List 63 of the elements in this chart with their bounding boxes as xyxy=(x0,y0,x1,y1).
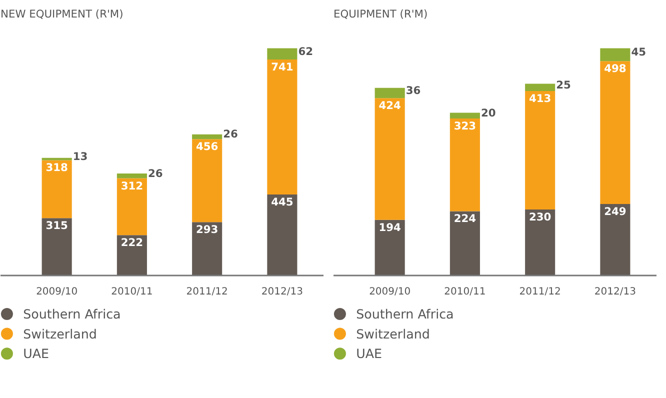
bar xyxy=(374,88,405,98)
data-label: 445 xyxy=(271,195,294,208)
legend-label: UAE xyxy=(23,346,50,362)
legend-label: Southern Africa xyxy=(356,306,454,322)
data-label: 222 xyxy=(120,236,144,250)
data-label: 741 xyxy=(271,60,294,74)
data-label: 194 xyxy=(378,220,401,234)
data-label: 456 xyxy=(196,140,218,154)
x-tick-label: 2012/13 xyxy=(261,286,303,298)
x-tick-label: 2011/12 xyxy=(186,286,228,298)
bar xyxy=(600,48,630,62)
x-tick-label: 2010/11 xyxy=(444,286,486,298)
data-label: 230 xyxy=(528,210,552,224)
bar xyxy=(525,210,556,276)
data-label: 26 xyxy=(223,128,238,141)
data-label: 315 xyxy=(46,219,68,232)
chart-title: EQUIPMENT (R'M) xyxy=(334,8,428,20)
data-label: 323 xyxy=(454,120,476,133)
data-label: 413 xyxy=(528,92,552,105)
x-tick-label: 2011/12 xyxy=(519,286,561,298)
legend-label: UAE xyxy=(356,346,382,362)
data-label: 36 xyxy=(406,84,421,97)
chart-title: NEW EQUIPMENT (R'M) xyxy=(0,8,124,20)
bar xyxy=(374,220,405,276)
x-tick-label: 2009/10 xyxy=(369,286,411,298)
bar xyxy=(192,222,222,276)
data-label: 45 xyxy=(631,46,646,59)
data-label: 20 xyxy=(480,106,496,120)
data-label: 13 xyxy=(72,150,88,164)
bar xyxy=(450,211,480,276)
bar xyxy=(267,48,298,60)
bar xyxy=(116,178,147,236)
bar xyxy=(600,204,630,276)
data-label: 293 xyxy=(196,223,218,236)
data-label: 224 xyxy=(454,212,476,226)
data-label: 62 xyxy=(298,44,314,58)
legend-label: Switzerland xyxy=(356,326,430,342)
x-tick-label: 2009/10 xyxy=(36,286,78,298)
bar xyxy=(267,60,298,194)
data-label: 249 xyxy=(604,205,626,218)
bar xyxy=(600,61,630,204)
data-label: 26 xyxy=(148,166,163,180)
bar xyxy=(525,84,556,91)
bar xyxy=(192,134,222,140)
data-label: 312 xyxy=(120,179,144,192)
bar xyxy=(525,90,556,210)
data-label: 498 xyxy=(604,62,626,76)
bar xyxy=(116,174,147,178)
bar xyxy=(192,139,222,222)
legend-label: Southern Africa xyxy=(23,306,121,322)
bar xyxy=(267,194,298,276)
bar xyxy=(450,118,480,212)
bar xyxy=(42,160,72,218)
bar xyxy=(450,112,480,119)
x-tick-label: 2012/13 xyxy=(594,286,636,298)
x-tick-label: 2010/11 xyxy=(111,286,153,298)
bar xyxy=(42,218,72,276)
bar xyxy=(374,98,405,220)
data-label: 318 xyxy=(46,161,68,174)
bar xyxy=(116,235,147,276)
legend-label: Switzerland xyxy=(23,326,97,342)
data-label: 25 xyxy=(556,78,571,92)
data-label: 424 xyxy=(378,99,401,112)
